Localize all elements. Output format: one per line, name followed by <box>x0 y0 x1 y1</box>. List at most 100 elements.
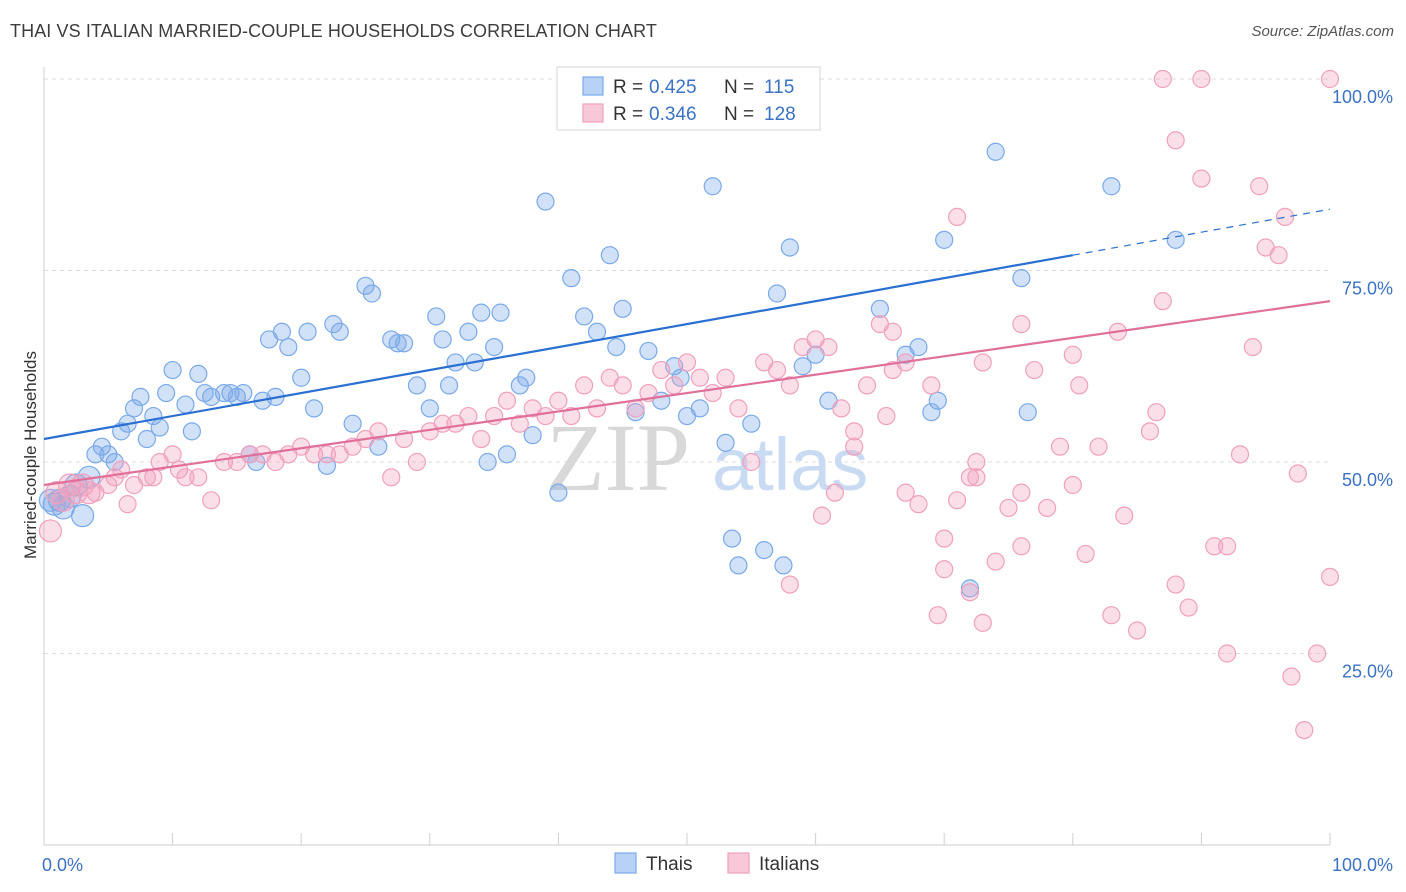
italians-point-40 <box>459 406 478 426</box>
thais-point-6 <box>70 504 95 528</box>
thais-point-56 <box>459 322 478 341</box>
legend-n-label-italians: N = <box>724 104 754 125</box>
italians-point-126 <box>845 422 864 441</box>
italians-point-57 <box>677 353 697 372</box>
thais-point-53 <box>433 330 452 349</box>
italians-point-129 <box>1012 537 1031 556</box>
italians-point-58 <box>690 368 709 387</box>
correlation-legend: R = 0.425 N = 115 R = 0.346 N = 128 <box>556 66 821 131</box>
italians-point-60 <box>716 368 735 387</box>
bottom-legend-thais: Thais <box>646 854 692 875</box>
italians-point-133 <box>1192 69 1211 89</box>
italians-point-2 <box>51 488 75 512</box>
thais-point-49 <box>394 334 414 353</box>
italians-points <box>38 69 1340 740</box>
italians-point-44 <box>510 414 529 433</box>
italians-point-77 <box>935 560 954 579</box>
italians-point-134 <box>1320 69 1340 89</box>
italians-point-71 <box>857 376 877 395</box>
thais-point-104 <box>1166 230 1185 249</box>
italians-point-90 <box>1102 606 1121 625</box>
thais-point-0 <box>38 488 63 512</box>
thais-point-22 <box>182 422 201 441</box>
thais-point-103 <box>1102 177 1121 196</box>
thais-point-60 <box>485 338 504 357</box>
italians-point-135 <box>967 468 986 487</box>
thais-point-70 <box>587 322 607 341</box>
italians-point-132 <box>1153 69 1172 89</box>
x-tick-labels: 0.0% 100.0% <box>42 855 1393 875</box>
italians-point-107 <box>1320 567 1340 587</box>
thais-point-101 <box>1012 269 1031 288</box>
thais-point-42 <box>330 322 349 341</box>
italians-point-59 <box>703 383 722 403</box>
thais-point-14 <box>124 399 144 418</box>
bottom-legend-italians: Italians <box>759 854 819 875</box>
thais-point-97 <box>928 391 947 410</box>
thais-point-20 <box>163 360 182 380</box>
thais-point-39 <box>304 399 324 418</box>
thais-point-75 <box>639 341 658 361</box>
legend-swatch-italians <box>582 103 604 123</box>
thais-point-68 <box>562 269 581 288</box>
italians-point-105 <box>1295 720 1314 740</box>
italians-point-85 <box>1037 498 1057 518</box>
bottom-legend-swatch-thais <box>614 852 637 874</box>
italians-point-112 <box>825 483 844 502</box>
italians-point-115 <box>928 606 947 625</box>
italians-point-116 <box>973 613 992 632</box>
thais-point-100 <box>986 142 1005 161</box>
italians-point-99 <box>1218 537 1237 556</box>
thais-point-29 <box>234 383 253 403</box>
italians-point-103 <box>1269 246 1288 265</box>
thais-point-65 <box>523 426 542 445</box>
y-tick-labels: 25.0% 50.0% 75.0% 100.0% <box>1332 87 1393 682</box>
thais-point-85 <box>742 414 761 433</box>
watermark-zip: ZIP <box>546 404 690 511</box>
italians-point-88 <box>1076 544 1095 564</box>
italians-point-87 <box>1063 475 1082 495</box>
thais-point-18 <box>150 418 169 437</box>
thais-point-48 <box>388 334 407 353</box>
italians-point-86 <box>1050 437 1070 456</box>
italians-point-65 <box>780 376 799 395</box>
italians-point-34 <box>382 468 401 487</box>
legend-r-value-thais: 0.425 <box>649 77 697 98</box>
italians-point-128 <box>1166 575 1185 594</box>
thais-point-93 <box>870 299 890 318</box>
italians-point-125 <box>960 583 980 602</box>
italians-point-109 <box>896 483 915 502</box>
italians-point-117 <box>1012 315 1031 334</box>
italians-point-93 <box>1140 422 1160 441</box>
thais-point-90 <box>793 357 812 376</box>
thais-point-50 <box>407 376 427 395</box>
thais-point-23 <box>189 364 208 384</box>
thais-point-37 <box>292 368 311 387</box>
italians-point-123 <box>1288 464 1307 483</box>
italians-point-52 <box>613 376 632 395</box>
italians-point-81 <box>986 552 1005 571</box>
thais-point-67 <box>549 483 568 502</box>
thais-point-84 <box>729 556 748 575</box>
italians-point-96 <box>1179 598 1198 617</box>
italians-point-19 <box>189 468 208 487</box>
italians-point-6 <box>77 481 101 505</box>
italians-point-18 <box>176 468 195 487</box>
thais-point-38 <box>298 322 317 341</box>
thais-point-99 <box>960 579 980 598</box>
italians-point-80 <box>973 353 992 372</box>
italians-point-56 <box>665 376 684 395</box>
bottom-legend-swatch-italians <box>727 852 750 874</box>
italians-point-127 <box>1070 376 1089 395</box>
thais-point-54 <box>439 376 459 395</box>
legend-r-value-italians: 0.346 <box>649 104 697 125</box>
thais-points <box>38 142 1185 598</box>
thais-point-96 <box>922 403 941 422</box>
thais-point-64 <box>517 368 536 387</box>
italians-point-113 <box>877 406 896 426</box>
italians-point-98 <box>1205 537 1224 556</box>
italians-point-122 <box>1275 207 1295 226</box>
thais-point-21 <box>176 395 195 414</box>
thais-point-59 <box>478 452 497 472</box>
italians-point-53 <box>626 399 645 418</box>
